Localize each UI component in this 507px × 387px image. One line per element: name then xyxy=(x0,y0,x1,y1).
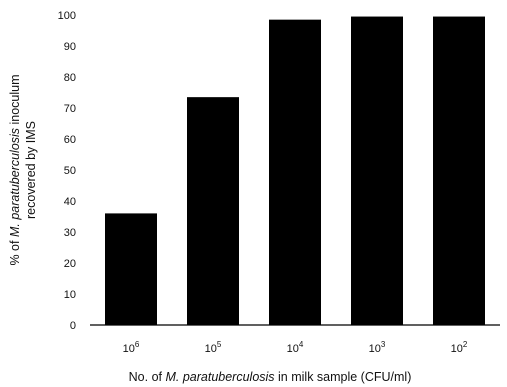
y-tick-label: 50 xyxy=(64,165,76,177)
x-tick-label: 105 xyxy=(205,340,222,355)
y-tick-label: 70 xyxy=(64,103,76,115)
x-axis-title: No. of M. paratuberculosis in milk sampl… xyxy=(129,370,412,384)
y-tick-label: 0 xyxy=(70,320,76,332)
y-tick-label: 40 xyxy=(64,196,76,208)
x-axis-ticks: 106 105 104 103 102 xyxy=(123,340,468,355)
x-tick-label: 104 xyxy=(287,340,304,355)
y-tick-label: 90 xyxy=(64,41,76,53)
bars xyxy=(105,16,485,326)
y-axis-ticks: 0 10 20 30 40 50 60 70 80 90 100 xyxy=(58,10,76,332)
y-tick-label: 20 xyxy=(64,258,76,270)
bar xyxy=(351,16,403,326)
bar xyxy=(187,97,239,326)
bar xyxy=(433,16,485,326)
y-tick-label: 10 xyxy=(64,289,76,301)
y-axis-title-line2: recovered by IMS xyxy=(24,121,38,219)
x-tick-label: 106 xyxy=(123,340,140,355)
y-tick-label: 80 xyxy=(64,72,76,84)
y-tick-label: 100 xyxy=(58,10,76,22)
x-tick-label: 102 xyxy=(451,340,468,355)
y-tick-label: 60 xyxy=(64,134,76,146)
y-tick-label: 30 xyxy=(64,227,76,239)
x-tick-label: 103 xyxy=(369,340,386,355)
bar xyxy=(269,19,321,326)
bar xyxy=(105,213,157,325)
y-axis-title-line1: % of M. paratuberculosis inoculum xyxy=(8,74,22,265)
